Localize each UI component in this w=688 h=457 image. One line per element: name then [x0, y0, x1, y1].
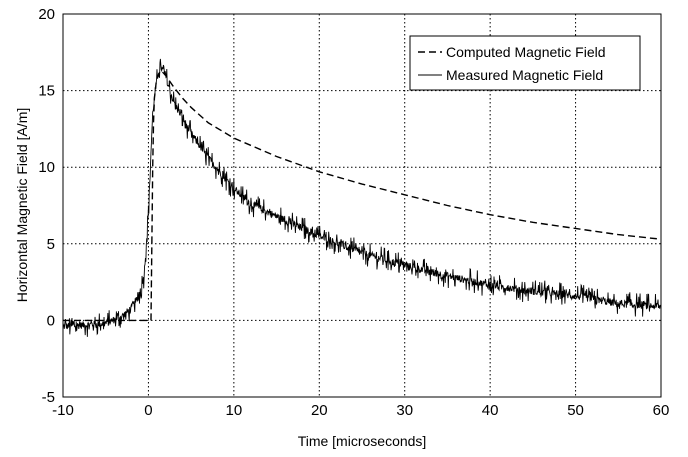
x-tick-label: 40: [482, 402, 499, 419]
y-tick-label: 10: [38, 159, 55, 176]
x-tick-label: 10: [226, 402, 243, 419]
y-tick-labels: -5 0 5 10 15 20: [38, 6, 55, 406]
plot-border: [62, 13, 662, 398]
series-layer: [62, 58, 662, 337]
y-axis-title: Horizontal Magnetic Field [A/m]: [14, 108, 30, 303]
y-tick-label: 15: [38, 83, 55, 100]
y-tick-label: -5: [42, 389, 55, 406]
x-tick-label: 50: [567, 402, 584, 419]
x-tick-label: 0: [144, 402, 152, 419]
legend-label-measured: Measured Magnetic Field: [446, 67, 603, 83]
x-tick-label: 60: [653, 402, 670, 419]
y-tick-label: 5: [47, 236, 55, 253]
series-line-computed: [63, 69, 662, 322]
series-line-measured: [62, 58, 662, 337]
legend-box: [409, 35, 641, 91]
y-tick-label: 20: [38, 6, 55, 23]
y-tick-label: 0: [47, 312, 55, 329]
legend-label-computed: Computed Magnetic Field: [446, 44, 606, 60]
x-tick-label: 30: [396, 402, 413, 419]
x-axis-title: Time [microseconds]: [298, 433, 427, 449]
x-tick-labels: -10 0 10 20 30 40 50 60: [52, 402, 669, 419]
x-tick-label: 20: [311, 402, 328, 419]
x-tick-label: -10: [52, 402, 74, 419]
legend: Computed Magnetic Field Measured Magneti…: [409, 35, 641, 91]
